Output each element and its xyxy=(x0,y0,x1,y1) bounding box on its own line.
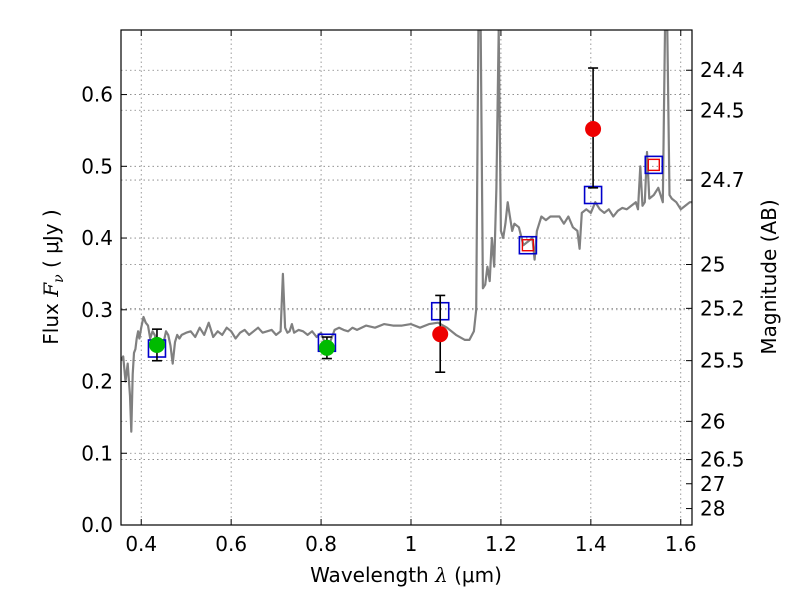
y-tick-label: 0.5 xyxy=(81,154,113,178)
mag-tick-label: 24.5 xyxy=(700,98,745,122)
x-tick-label: 0.4 xyxy=(125,532,157,556)
x-tick-label: 1.6 xyxy=(665,532,697,556)
x-tick-label: 1.4 xyxy=(575,532,607,556)
model-box xyxy=(644,155,664,175)
mag-tick-label: 25.5 xyxy=(700,349,745,373)
red-point xyxy=(432,326,449,343)
green-point xyxy=(318,339,335,356)
tick-marks xyxy=(121,30,692,526)
mag-tick-label: 28 xyxy=(700,497,725,521)
y-tick-label: 0.0 xyxy=(81,513,113,537)
red-point xyxy=(585,121,602,137)
tick-labels: 0.4 0.6 0.8 1 1.2 1.4 1.6 0.0 0.1 0.2 0.3 0.4 0.5 0.6… xyxy=(81,58,744,556)
model-box xyxy=(518,235,538,255)
spectrum-line xyxy=(121,30,692,433)
x-tick-label: 1.2 xyxy=(485,532,517,556)
x-axis-title: Wavelength λ (μm) xyxy=(310,563,502,587)
y-tick-label: 0.1 xyxy=(81,441,113,465)
plot-frame xyxy=(120,29,693,526)
spectrum-layer xyxy=(121,30,692,433)
y-tick-label: 0.3 xyxy=(81,298,113,322)
y2-axis-title: Magnitude (AB) xyxy=(757,199,781,354)
green-point xyxy=(148,336,165,353)
x-tick-label: 0.8 xyxy=(305,532,337,556)
model-box-inner xyxy=(647,158,660,172)
y-tick-label: 0.6 xyxy=(81,83,113,107)
y-tick-label: 0.2 xyxy=(81,370,113,394)
model-box-inner xyxy=(521,239,535,252)
mag-tick-label: 26.5 xyxy=(700,448,745,472)
y-tick-label: 0.4 xyxy=(81,226,113,250)
x-tick-label: 1 xyxy=(405,532,418,556)
mag-tick-label: 26 xyxy=(700,409,725,433)
mag-tick-label: 25 xyxy=(700,253,725,277)
data-marks xyxy=(147,67,664,373)
mag-tick-label: 24.4 xyxy=(700,58,745,82)
mag-tick-label: 24.7 xyxy=(700,168,745,192)
mag-tick-label: 27 xyxy=(700,472,725,496)
grid-lines xyxy=(121,30,692,525)
mag-tick-label: 25.2 xyxy=(700,296,745,320)
x-tick-label: 0.6 xyxy=(215,532,247,556)
y-axis-title: Flux Fν ( μJy ) xyxy=(39,209,67,344)
